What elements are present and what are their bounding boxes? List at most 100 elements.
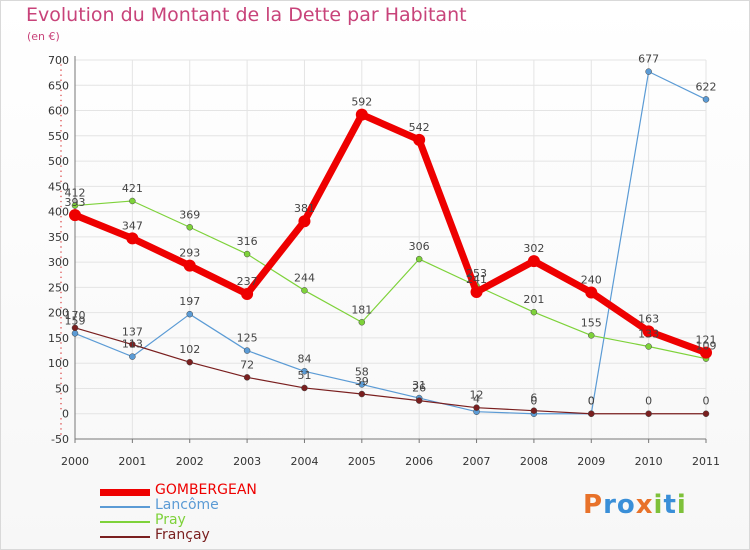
series-line-Lancôme <box>74 71 707 415</box>
y-tick-label: 450 <box>48 180 69 193</box>
y-minor-dot <box>60 423 62 425</box>
y-minor-dot <box>60 231 62 233</box>
x-tick-label: 2009 <box>577 455 605 468</box>
y-minor-dot <box>60 89 62 92</box>
x-tick-label: 2006 <box>405 455 433 468</box>
data-label: 316 <box>237 235 258 248</box>
data-label: 622 <box>696 80 717 93</box>
data-point <box>645 343 652 350</box>
data-label: 137 <box>122 326 143 339</box>
data-point <box>129 353 136 360</box>
series-line-Françay <box>74 327 707 415</box>
y-tick-label: 250 <box>48 281 69 294</box>
data-label: 393 <box>65 196 86 209</box>
y-tick-label: 300 <box>48 256 69 269</box>
data-point <box>243 374 251 381</box>
y-minor-dot <box>60 367 62 370</box>
x-tick-label: 2002 <box>176 455 204 468</box>
y-minor-dot <box>60 74 62 76</box>
data-label: 302 <box>523 242 544 255</box>
y-minor-dot <box>60 220 62 223</box>
data-label: 72 <box>240 358 254 371</box>
data-point <box>700 346 712 359</box>
legend-item: Lancôme <box>100 497 360 515</box>
y-minor-dot <box>60 266 62 268</box>
y-tick-label: 650 <box>48 79 69 92</box>
data-label: 113 <box>122 338 143 351</box>
y-minor-dot <box>60 104 62 107</box>
legend-swatch <box>100 521 150 523</box>
y-minor-dot <box>60 347 62 349</box>
data-label: 51 <box>297 369 311 382</box>
series-line-GOMBERGEAN <box>71 111 710 357</box>
y-minor-dot <box>60 150 62 152</box>
data-label: 84 <box>297 352 311 365</box>
y-tick-label: 150 <box>48 332 69 345</box>
y-tick-label: -50 <box>51 433 69 446</box>
y-minor-dot <box>60 392 62 395</box>
data-point <box>186 358 193 366</box>
y-minor-dot <box>60 397 62 400</box>
data-point <box>186 310 193 318</box>
data-point <box>71 330 79 337</box>
x-tick-label: 2001 <box>118 455 146 468</box>
data-point <box>183 259 196 272</box>
y-minor-dot <box>60 417 62 420</box>
logo-letter: r <box>603 490 617 520</box>
x-tick-label: 2000 <box>61 455 89 468</box>
y-minor-dot <box>60 433 62 435</box>
data-label: 102 <box>179 343 200 356</box>
data-label: 4 <box>473 393 480 406</box>
data-point <box>645 410 652 417</box>
data-point <box>355 108 368 121</box>
x-tick-label: 2007 <box>463 455 491 468</box>
data-label: 677 <box>638 53 659 66</box>
data-label: 163 <box>638 312 659 325</box>
y-minor-dot <box>60 251 62 253</box>
data-point <box>301 384 308 392</box>
y-minor-dot <box>60 129 62 132</box>
data-point <box>473 404 480 411</box>
y-minor-dot <box>60 175 62 178</box>
y-minor-dot <box>60 402 62 405</box>
legend-swatch <box>100 506 150 508</box>
data-label: 293 <box>179 247 200 260</box>
y-minor-dot <box>60 296 62 299</box>
y-minor-dot <box>60 316 62 319</box>
y-minor-dot <box>60 246 62 248</box>
data-point <box>527 255 540 268</box>
data-label: 155 <box>581 316 602 329</box>
legend-label: Françay <box>155 527 210 543</box>
data-label: 592 <box>351 96 372 109</box>
y-minor-dot <box>60 306 62 309</box>
y-tick-label: 500 <box>48 155 69 168</box>
data-label: 181 <box>351 303 372 316</box>
logo-letter: P <box>583 490 604 520</box>
y-minor-dot <box>60 170 62 172</box>
y-minor-dot <box>60 99 62 102</box>
data-label: 12 <box>470 389 484 402</box>
y-minor-dot <box>60 256 62 258</box>
y-minor-dot <box>60 352 62 354</box>
data-point <box>415 255 423 263</box>
data-point <box>243 347 251 354</box>
data-point <box>585 286 598 299</box>
y-minor-dot <box>60 281 62 284</box>
y-minor-dot <box>60 155 62 157</box>
data-point <box>298 215 311 228</box>
data-label: 0 <box>530 395 537 408</box>
chart-subtitle: (en €) <box>27 30 60 43</box>
data-point <box>126 232 139 245</box>
data-point <box>415 397 423 404</box>
data-label: 381 <box>294 202 315 215</box>
data-point <box>69 209 81 222</box>
y-minor-dot <box>60 382 62 385</box>
x-tick-label: 2011 <box>692 455 720 468</box>
data-label: 369 <box>179 208 200 221</box>
data-label: 253 <box>466 267 487 280</box>
y-minor-dot <box>60 276 62 279</box>
y-minor-dot <box>60 332 62 334</box>
data-point <box>358 390 366 398</box>
y-minor-dot <box>60 64 62 66</box>
